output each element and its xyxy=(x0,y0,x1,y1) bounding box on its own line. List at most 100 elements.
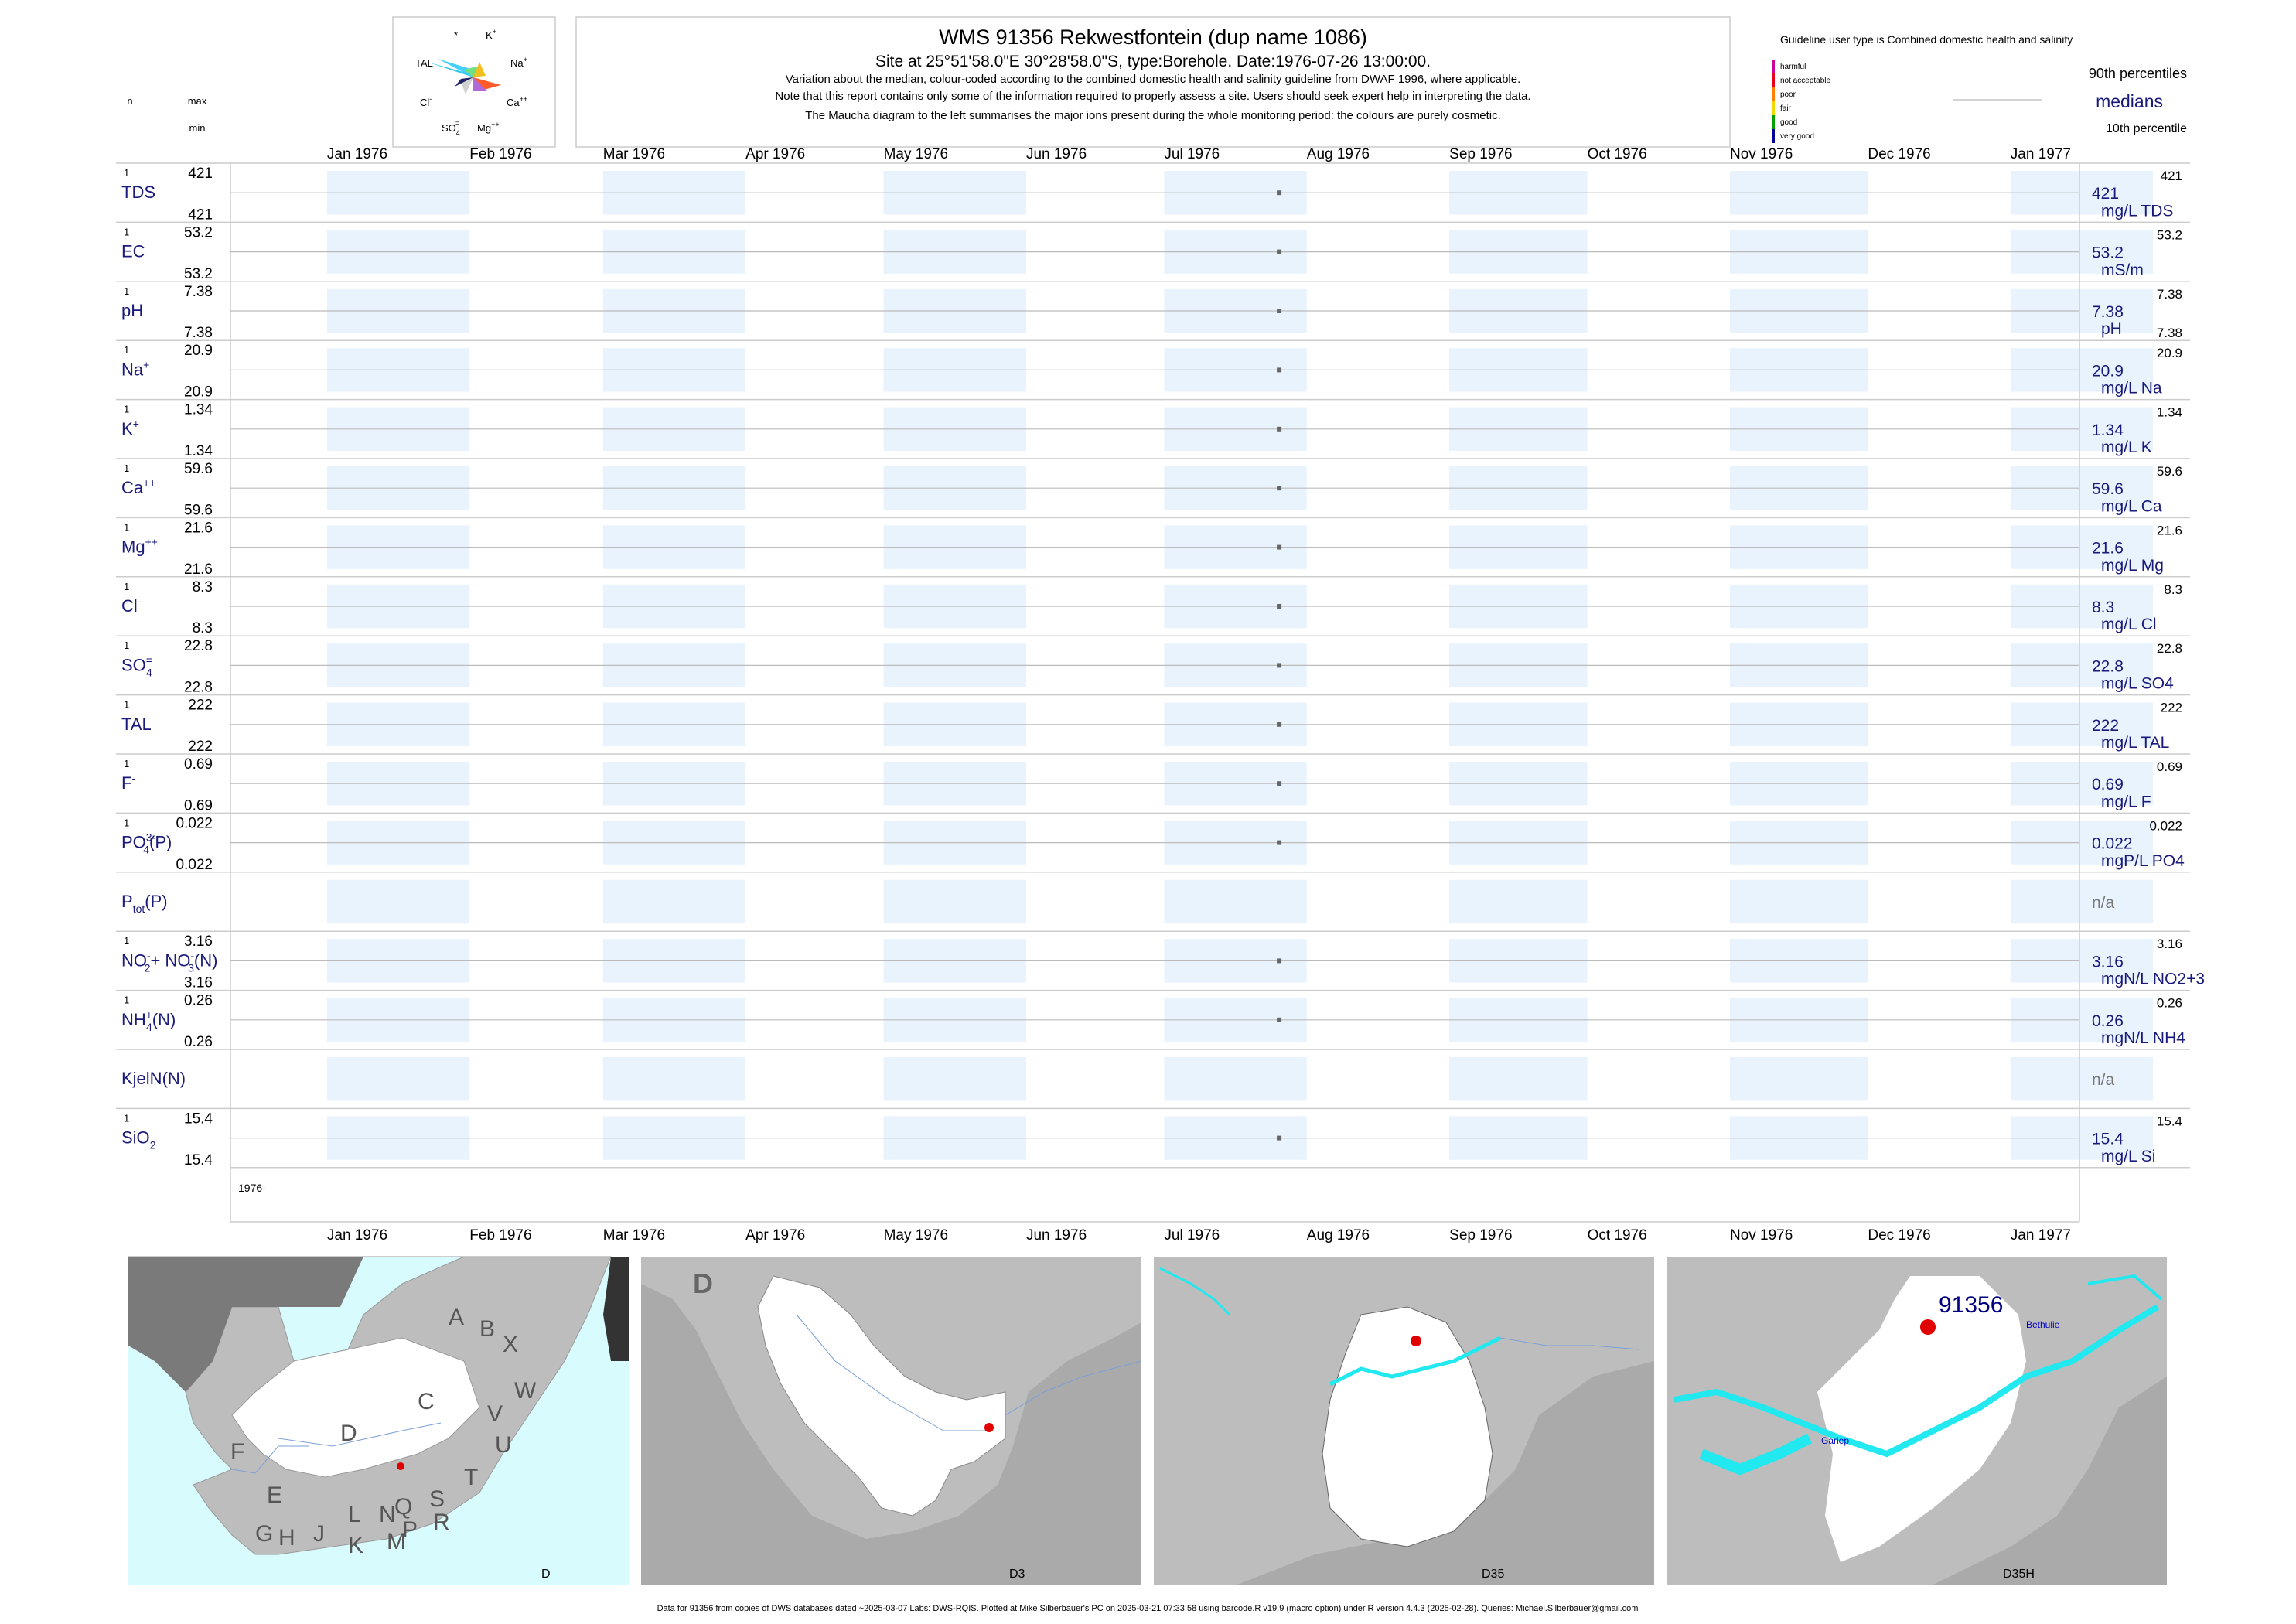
month-band xyxy=(1729,1057,1868,1101)
x-tick-label-top: Mar 1976 xyxy=(603,146,665,162)
variable-name: NO-2+ NO-3(N) xyxy=(121,949,217,974)
variable-unit: mg/L Mg xyxy=(2101,557,2164,575)
variable-max: 7.38 xyxy=(184,284,213,300)
maucha-label-mg: Mg++ xyxy=(477,121,500,134)
variable-p90: 0.69 xyxy=(2157,759,2182,774)
variable-min: 22.8 xyxy=(184,680,213,696)
variable-unit: mgN/L NO2+3 xyxy=(2101,971,2205,988)
variable-name: PO3-4(P) xyxy=(121,831,172,856)
map-region-letter: G xyxy=(255,1521,273,1547)
variable-name: Cl- xyxy=(121,595,142,616)
variable-min: 21.6 xyxy=(184,561,213,578)
variable-median: 8.3 xyxy=(2092,599,2114,616)
variable-row: Cl-1 8.38.38.3mg/L Cl8.3 xyxy=(116,576,2190,636)
map-region-letter: J xyxy=(313,1521,325,1547)
map-region-letter: R xyxy=(433,1510,450,1535)
map-d3-label: D3 xyxy=(1009,1568,1025,1581)
variable-n: 1 xyxy=(124,699,129,711)
variable-min: 0.69 xyxy=(184,797,213,814)
month-band xyxy=(883,879,1026,924)
map-region-letter: K xyxy=(348,1533,363,1558)
month-band xyxy=(1164,1057,1307,1101)
variable-name: K+ xyxy=(121,418,139,438)
variable-max: 53.2 xyxy=(184,224,213,241)
variable-name: SO= 4 xyxy=(121,653,152,678)
variable-unit: mgN/L NH4 xyxy=(2101,1029,2185,1047)
variable-max: 59.6 xyxy=(184,461,213,477)
legend-p90: 90th percentiles xyxy=(2089,66,2187,81)
variable-max: 421 xyxy=(188,165,213,182)
legend-categories: harmful not acceptable poor fair good very go… xyxy=(1772,60,1830,143)
variable-p90: 222 xyxy=(2161,701,2182,715)
map-d35h-label: D35H xyxy=(2003,1568,2035,1581)
variable-median: 421 xyxy=(2092,185,2119,203)
map-region-letter: P xyxy=(402,1517,418,1543)
sample-point xyxy=(1277,309,1282,313)
legend-color-swatch xyxy=(1772,73,1775,87)
sample-point xyxy=(1277,426,1282,432)
variable-n: 1 xyxy=(124,640,129,651)
variable-row: Ptot(P) n/a xyxy=(116,872,2190,915)
x-tick-label-top: Jun 1976 xyxy=(1026,146,1087,162)
variable-median: 21.6 xyxy=(2092,540,2124,558)
x-tick-label-bottom: Nov 1976 xyxy=(1730,1227,1793,1244)
variable-max: 0.26 xyxy=(184,993,213,1009)
month-band xyxy=(602,879,746,924)
variable-p10: 7.38 xyxy=(2157,326,2182,340)
variable-n: 1 xyxy=(124,462,129,474)
map-d35-label: D35 xyxy=(1482,1568,1504,1581)
page-title: WMS 91356 Rekwestfontein (dup name 1086) xyxy=(939,26,1367,49)
sample-point xyxy=(1277,486,1282,491)
legend-color-swatch xyxy=(1772,101,1775,115)
variable-median: 3.16 xyxy=(2092,953,2124,971)
variable-min: 8.3 xyxy=(193,620,213,636)
legend-category-label: fair xyxy=(1780,104,1792,113)
header-n: n xyxy=(127,95,132,107)
sample-point xyxy=(1277,722,1282,727)
x-axis-bottom: Jan 1976 Feb 1976 Mar 1976 Apr 1976 May 1976… xyxy=(327,1227,2071,1244)
variable-median: 0.022 xyxy=(2092,835,2133,853)
variable-max: 0.69 xyxy=(184,756,213,773)
variable-median: 222 xyxy=(2092,717,2119,735)
map-region-letter: C xyxy=(418,1389,435,1414)
variable-p90: 8.3 xyxy=(2164,582,2182,597)
x-tick-label-bottom: May 1976 xyxy=(884,1227,948,1244)
month-band xyxy=(602,1057,746,1101)
month-band xyxy=(1164,879,1307,924)
variable-row: KjelN(N) n/a xyxy=(116,1049,2190,1089)
map-d3-corner-label: D xyxy=(693,1267,713,1299)
variable-max: 15.4 xyxy=(184,1111,213,1127)
x-tick-label-top: Oct 1976 xyxy=(1588,146,1647,162)
map-d3: D D3 xyxy=(641,1257,1142,1585)
legend-category-label: poor xyxy=(1780,90,1796,99)
map-region-letter: M xyxy=(387,1529,406,1554)
map-region-letter: S xyxy=(429,1486,445,1512)
variable-min: 53.2 xyxy=(184,266,213,282)
variable-p90: 0.26 xyxy=(2157,996,2182,1011)
variable-unit: mg/L F xyxy=(2101,793,2151,810)
legend-color-swatch xyxy=(1772,129,1775,143)
month-band xyxy=(326,879,470,924)
variable-n: 1 xyxy=(124,935,129,947)
variable-name: EC xyxy=(121,242,145,261)
variable-p90: 20.9 xyxy=(2157,346,2182,360)
legend-medians: medians xyxy=(2096,91,2163,111)
x-tick-label-bottom: Jul 1976 xyxy=(1164,1227,1220,1244)
x-tick-label-bottom: Mar 1976 xyxy=(603,1227,665,1244)
variable-p90: 15.4 xyxy=(2157,1114,2182,1128)
variable-n: 1 xyxy=(124,167,129,179)
variable-min: 7.38 xyxy=(184,325,213,341)
variable-name: TDS xyxy=(121,183,155,202)
variable-max: 22.8 xyxy=(184,638,213,654)
note-line-3: The Maucha diagram to the left summarise… xyxy=(805,109,1501,122)
x-tick-label-bottom: Feb 1976 xyxy=(469,1227,531,1244)
map-region-letter: X xyxy=(503,1332,518,1357)
x-tick-label-bottom: Sep 1976 xyxy=(1449,1227,1512,1244)
legend-category-label: good xyxy=(1780,118,1797,127)
map-region-letter: E xyxy=(267,1482,282,1508)
